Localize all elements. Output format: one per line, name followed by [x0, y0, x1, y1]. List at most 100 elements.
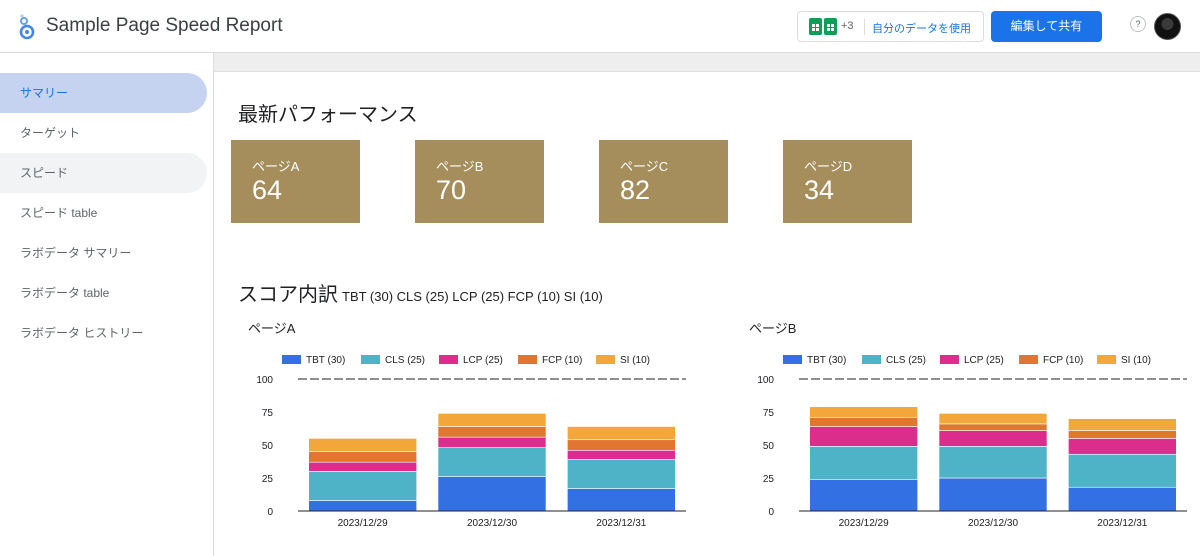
- bar-segment: [567, 426, 676, 441]
- card-value: 82: [620, 175, 651, 205]
- y-tick-label: 100: [757, 375, 774, 386]
- legend-swatch: [361, 355, 380, 364]
- legend-label: FCP (10): [1043, 355, 1083, 366]
- legend-swatch: [783, 355, 802, 364]
- nav-item-target[interactable]: ターゲット: [20, 126, 81, 140]
- y-tick-label: 0: [768, 507, 774, 518]
- card-label: ページD: [804, 159, 853, 174]
- score-card-page-a[interactable]: ページA 64: [231, 140, 360, 223]
- card-value: 70: [436, 175, 467, 205]
- data-source-count: +3: [841, 20, 854, 32]
- score-breakdown-title: スコア内訳 TBT (30) CLS (25) LCP (25) FCP (10)…: [238, 278, 603, 307]
- score-breakdown-heading: スコア内訳: [238, 284, 338, 306]
- legend-label: LCP (25): [463, 355, 503, 366]
- bar-segment: [938, 430, 1048, 447]
- legend-swatch: [518, 355, 537, 364]
- stacked-bar-chart-page-a[interactable]: TBT (30) CLS (25) LCP (25) FCP (10) SI (10) 0…: [238, 311, 688, 551]
- bar-segment: [938, 446, 1048, 479]
- google-sheets-icon: [809, 18, 822, 35]
- bar-segment: [809, 479, 918, 512]
- section-title: 最新パフォーマンス: [238, 104, 418, 126]
- report-canvas: 最新パフォーマンス ページA 64 ページB 70 ページC 82 ページD 3…: [214, 53, 1200, 556]
- nav-item-summary[interactable]: サマリー: [0, 73, 207, 113]
- bar-segment: [809, 426, 918, 447]
- bar-segment: [437, 476, 547, 512]
- bar-segment: [567, 459, 676, 489]
- chart-title: ページA: [248, 321, 296, 336]
- legend-swatch: [1097, 355, 1116, 364]
- x-tick-label: 2023/12/30: [968, 518, 1018, 529]
- y-tick-label: 75: [763, 408, 775, 419]
- bar-segment: [308, 471, 417, 501]
- divider: [864, 19, 865, 35]
- edit-and-share-button[interactable]: 編集して共有: [991, 11, 1102, 42]
- bar-segment: [938, 423, 1048, 431]
- nav-item-lab-table[interactable]: ラボデータ table: [20, 286, 110, 300]
- page-navigation: サマリー ターゲット スピード スピード table ラボデータ サマリー ラボ…: [0, 53, 214, 556]
- looker-studio-logo-icon[interactable]: [17, 14, 37, 40]
- bar-segment: [308, 461, 417, 472]
- bar-segment: [437, 447, 547, 477]
- chart-title: ページB: [749, 321, 797, 336]
- avatar[interactable]: [1154, 13, 1181, 40]
- legend-swatch: [439, 355, 458, 364]
- y-tick-label: 25: [262, 474, 274, 485]
- nav-item-speed[interactable]: スピード: [0, 153, 207, 193]
- legend-swatch: [862, 355, 881, 364]
- legend-label: TBT (30): [306, 355, 345, 366]
- legend-label: CLS (25): [385, 355, 425, 366]
- legend-label: SI (10): [1121, 355, 1151, 366]
- report-title[interactable]: Sample Page Speed Report: [46, 15, 283, 36]
- legend-swatch: [940, 355, 959, 364]
- bar-segment: [437, 436, 547, 448]
- score-card-page-c[interactable]: ページC 82: [599, 140, 728, 223]
- y-tick-label: 0: [267, 507, 273, 518]
- legend-label: FCP (10): [542, 355, 582, 366]
- report-header-strip: [214, 53, 1200, 72]
- bar-segment: [308, 451, 417, 463]
- card-label: ページB: [436, 159, 484, 174]
- bar-segment: [308, 438, 417, 452]
- x-tick-label: 2023/12/31: [1097, 518, 1147, 529]
- chart-plot: TBT (30) CLS (25) LCP (25) FCP (10) SI (10) 0…: [256, 355, 686, 529]
- bar-segment: [437, 413, 547, 427]
- card-value: 64: [252, 175, 283, 205]
- y-tick-label: 25: [763, 474, 775, 485]
- nav-item-speed-table[interactable]: スピード table: [20, 206, 98, 220]
- bar-segment: [567, 449, 676, 460]
- nav-item-lab-history[interactable]: ラボデータ ヒストリー: [20, 326, 144, 340]
- score-card-page-b[interactable]: ページB 70: [415, 140, 544, 223]
- bar-segment: [1068, 430, 1177, 439]
- y-tick-label: 100: [256, 375, 273, 386]
- chart-plot: TBT (30) CLS (25) LCP (25) FCP (10) SI (10) 0…: [757, 355, 1187, 529]
- help-icon[interactable]: ?: [1130, 16, 1146, 32]
- x-tick-label: 2023/12/30: [467, 518, 517, 529]
- google-sheets-icon: [824, 18, 837, 35]
- legend-swatch: [1019, 355, 1038, 364]
- x-tick-label: 2023/12/29: [839, 518, 889, 529]
- use-my-data-button[interactable]: +3 自分のデータを使用: [797, 11, 984, 42]
- top-bar: Sample Page Speed Report +3 自分のデータを使用 編集…: [0, 0, 1200, 53]
- bar-segment: [567, 439, 676, 451]
- card-label: ページC: [620, 159, 669, 174]
- score-card-page-d[interactable]: ページD 34: [783, 140, 912, 223]
- x-tick-label: 2023/12/29: [338, 518, 388, 529]
- bar-segment: [938, 477, 1048, 512]
- bar-segment: [809, 406, 918, 418]
- use-my-data-label: 自分のデータを使用: [872, 23, 971, 35]
- card-value: 34: [804, 175, 835, 205]
- legend-label: SI (10): [620, 355, 650, 366]
- score-breakdown-weights: TBT (30) CLS (25) LCP (25) FCP (10) SI (…: [342, 289, 603, 304]
- stacked-bar-chart-page-b[interactable]: TBT (30) CLS (25) LCP (25) FCP (10) SI (10) 0…: [739, 311, 1189, 551]
- legend-label: CLS (25): [886, 355, 926, 366]
- legend-label: TBT (30): [807, 355, 846, 366]
- bar-segment: [308, 500, 417, 512]
- legend-swatch: [282, 355, 301, 364]
- bar-segment: [437, 426, 547, 438]
- bar-segment: [1068, 418, 1177, 431]
- y-tick-label: 50: [262, 441, 274, 452]
- y-tick-label: 75: [262, 408, 274, 419]
- nav-item-lab-summary[interactable]: ラボデータ サマリー: [20, 246, 132, 260]
- bar-segment: [1068, 438, 1177, 455]
- legend-swatch: [596, 355, 615, 364]
